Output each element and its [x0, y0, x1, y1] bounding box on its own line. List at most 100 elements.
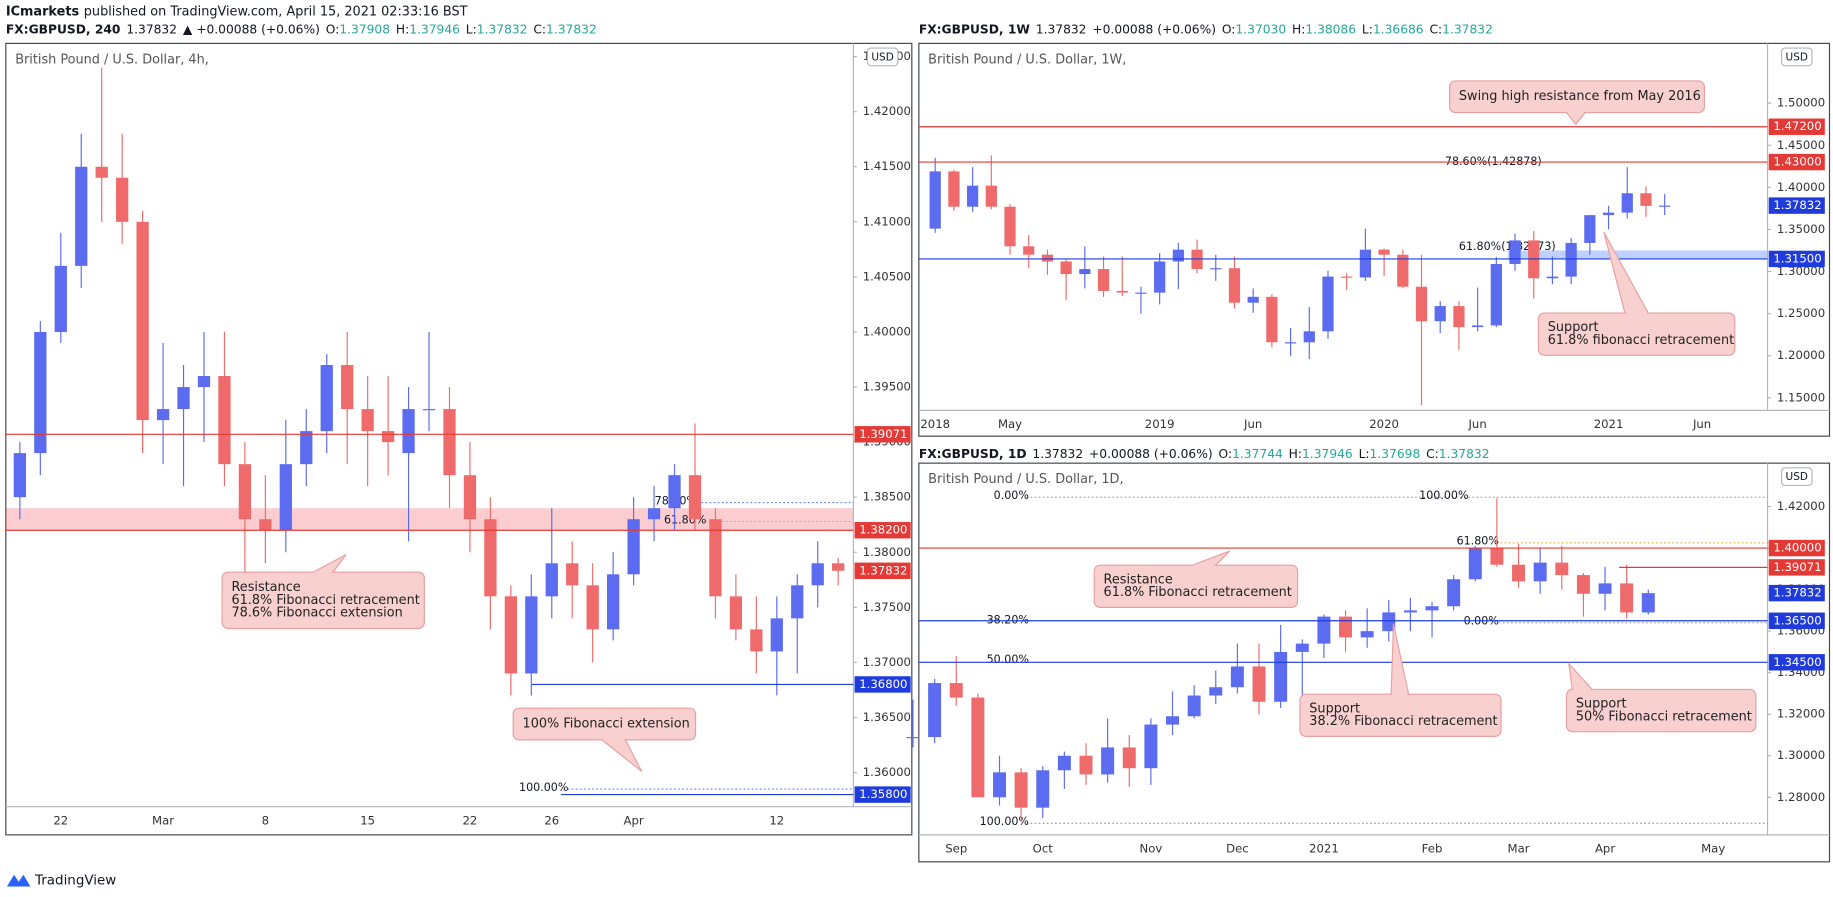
- candle-body: [156, 409, 170, 421]
- candle-body: [1228, 268, 1241, 303]
- candle-body: [1097, 269, 1110, 291]
- candle-body: [1144, 724, 1158, 769]
- candle-body: [949, 683, 963, 698]
- candle-body: [586, 585, 599, 630]
- ohlc-value: 1.37946: [409, 22, 460, 36]
- candle-body: [985, 185, 997, 207]
- level-badge-label: 1.37832: [1773, 198, 1821, 212]
- y-tick-label: 1.30000: [1777, 264, 1825, 278]
- candle-body: [1576, 575, 1590, 594]
- candle-body: [1339, 616, 1353, 638]
- ohlc-label: C:: [1426, 446, 1439, 460]
- ohlc-value: 1.37832: [546, 22, 597, 36]
- candle-body: [1230, 666, 1244, 688]
- ohlc-label: O:: [326, 22, 340, 36]
- x-tick-label: Jun: [1468, 417, 1487, 431]
- candle-body: [463, 475, 477, 520]
- ohlc-value: 1.37744: [1232, 446, 1283, 460]
- candle-body: [1598, 583, 1612, 594]
- candle-body: [197, 376, 211, 388]
- ohlc-label: H:: [1292, 22, 1305, 36]
- fib-label: 61.80%: [1457, 535, 1499, 548]
- last-price: 1.37832: [1036, 22, 1087, 36]
- level-badge: [1768, 539, 1825, 557]
- y-tick-label: 1.36500: [863, 710, 911, 724]
- chart-title: British Pound / U.S. Dollar, 1W,: [928, 52, 1126, 67]
- x-tick-label: Mar: [1508, 841, 1530, 855]
- x-tick-label: Jun: [1243, 417, 1262, 431]
- x-tick-label: 12: [769, 813, 784, 827]
- candle-body: [1602, 212, 1615, 216]
- callout-text: 61.8% Fibonacci retracement: [1104, 585, 1292, 600]
- y-tick-label: 1.45000: [1777, 138, 1825, 152]
- ohlc-value: 1.37832: [477, 22, 528, 36]
- x-tick-label: 15: [360, 813, 375, 827]
- level-badge: [1768, 118, 1825, 135]
- candle-body: [1341, 276, 1353, 278]
- ohlc-label: L:: [466, 22, 477, 36]
- candle-body: [1640, 193, 1652, 206]
- currency-label: USD: [871, 51, 893, 63]
- candle-body: [443, 409, 456, 476]
- candle-body: [1415, 286, 1428, 322]
- candle-body: [607, 574, 620, 630]
- candle-body: [1378, 249, 1390, 255]
- candle-body: [1382, 612, 1396, 632]
- candle-body: [929, 171, 941, 229]
- candle-body: [504, 596, 517, 674]
- level-badge-label: 1.36800: [859, 677, 907, 691]
- brand-logo: TradingView: [7, 874, 116, 889]
- y-tick-label: 1.38000: [863, 545, 911, 559]
- callout-text: 78.6% Fibonacci extension: [231, 606, 402, 621]
- level-badge-label: 1.35800: [859, 787, 907, 801]
- candle-body: [177, 387, 190, 410]
- x-tick-label: 2021: [1309, 841, 1339, 855]
- ohlc-value: 1.37698: [1370, 446, 1421, 460]
- y-tick-label: 1.40000: [1777, 180, 1825, 194]
- y-tick-label: 1.37000: [863, 655, 911, 669]
- candle-body: [1555, 562, 1569, 576]
- candle-body: [1252, 666, 1266, 702]
- ohlc-value: 1.37832: [1439, 446, 1490, 460]
- candle-body: [1274, 651, 1288, 702]
- x-tick-label: Sep: [945, 841, 967, 855]
- currency-badge: [1780, 467, 1813, 487]
- candle-body: [54, 265, 67, 332]
- candle-body: [545, 563, 558, 597]
- candle-body: [238, 464, 252, 520]
- callout-text: Support: [1309, 701, 1360, 716]
- y-tick-label: 1.28000: [1777, 790, 1825, 804]
- y-tick-label: 1.42000: [863, 104, 911, 118]
- candle-body: [218, 376, 231, 465]
- ohlc-value: 1.37946: [1302, 446, 1353, 460]
- byline: ICmarkets published on TradingView.com, A…: [6, 4, 468, 19]
- x-tick-label: May: [998, 417, 1022, 431]
- callout-box: [1565, 688, 1757, 733]
- fib-label: 0.00%: [994, 489, 1029, 502]
- callout-text: Support: [1548, 320, 1599, 335]
- candle-body: [1166, 716, 1180, 725]
- ohlc-label: H:: [1289, 446, 1302, 460]
- level-badge: [1768, 654, 1825, 671]
- candle-body: [1434, 306, 1446, 322]
- candle-body: [1447, 579, 1461, 607]
- candle-body: [484, 519, 497, 597]
- symbol-header: FX:GBPUSD, 240 1.37832 ▲ +0.00088 (+0.06%)…: [6, 22, 597, 36]
- candle-body: [1533, 562, 1547, 582]
- callout-text: 61.8% Fibonacci retracement: [231, 593, 419, 608]
- candle-body: [381, 431, 395, 443]
- y-tick-label: 1.20000: [1777, 348, 1825, 362]
- candle-body: [341, 365, 354, 410]
- candle-body: [1079, 269, 1091, 275]
- y-tick-label: 1.15000: [1777, 390, 1825, 404]
- candle-body: [1620, 583, 1634, 613]
- candle-body: [1468, 548, 1482, 580]
- chart-panel: FX:GBPUSD, 240 1.37832 ▲ +0.00088 (+0.06%)…: [5, 22, 913, 836]
- candle-body: [1509, 240, 1521, 264]
- candle-body: [116, 177, 129, 222]
- candle-body: [1303, 331, 1315, 343]
- y-tick-label: 1.42000: [1777, 499, 1825, 513]
- level-badge-label: 1.34500: [1773, 655, 1821, 669]
